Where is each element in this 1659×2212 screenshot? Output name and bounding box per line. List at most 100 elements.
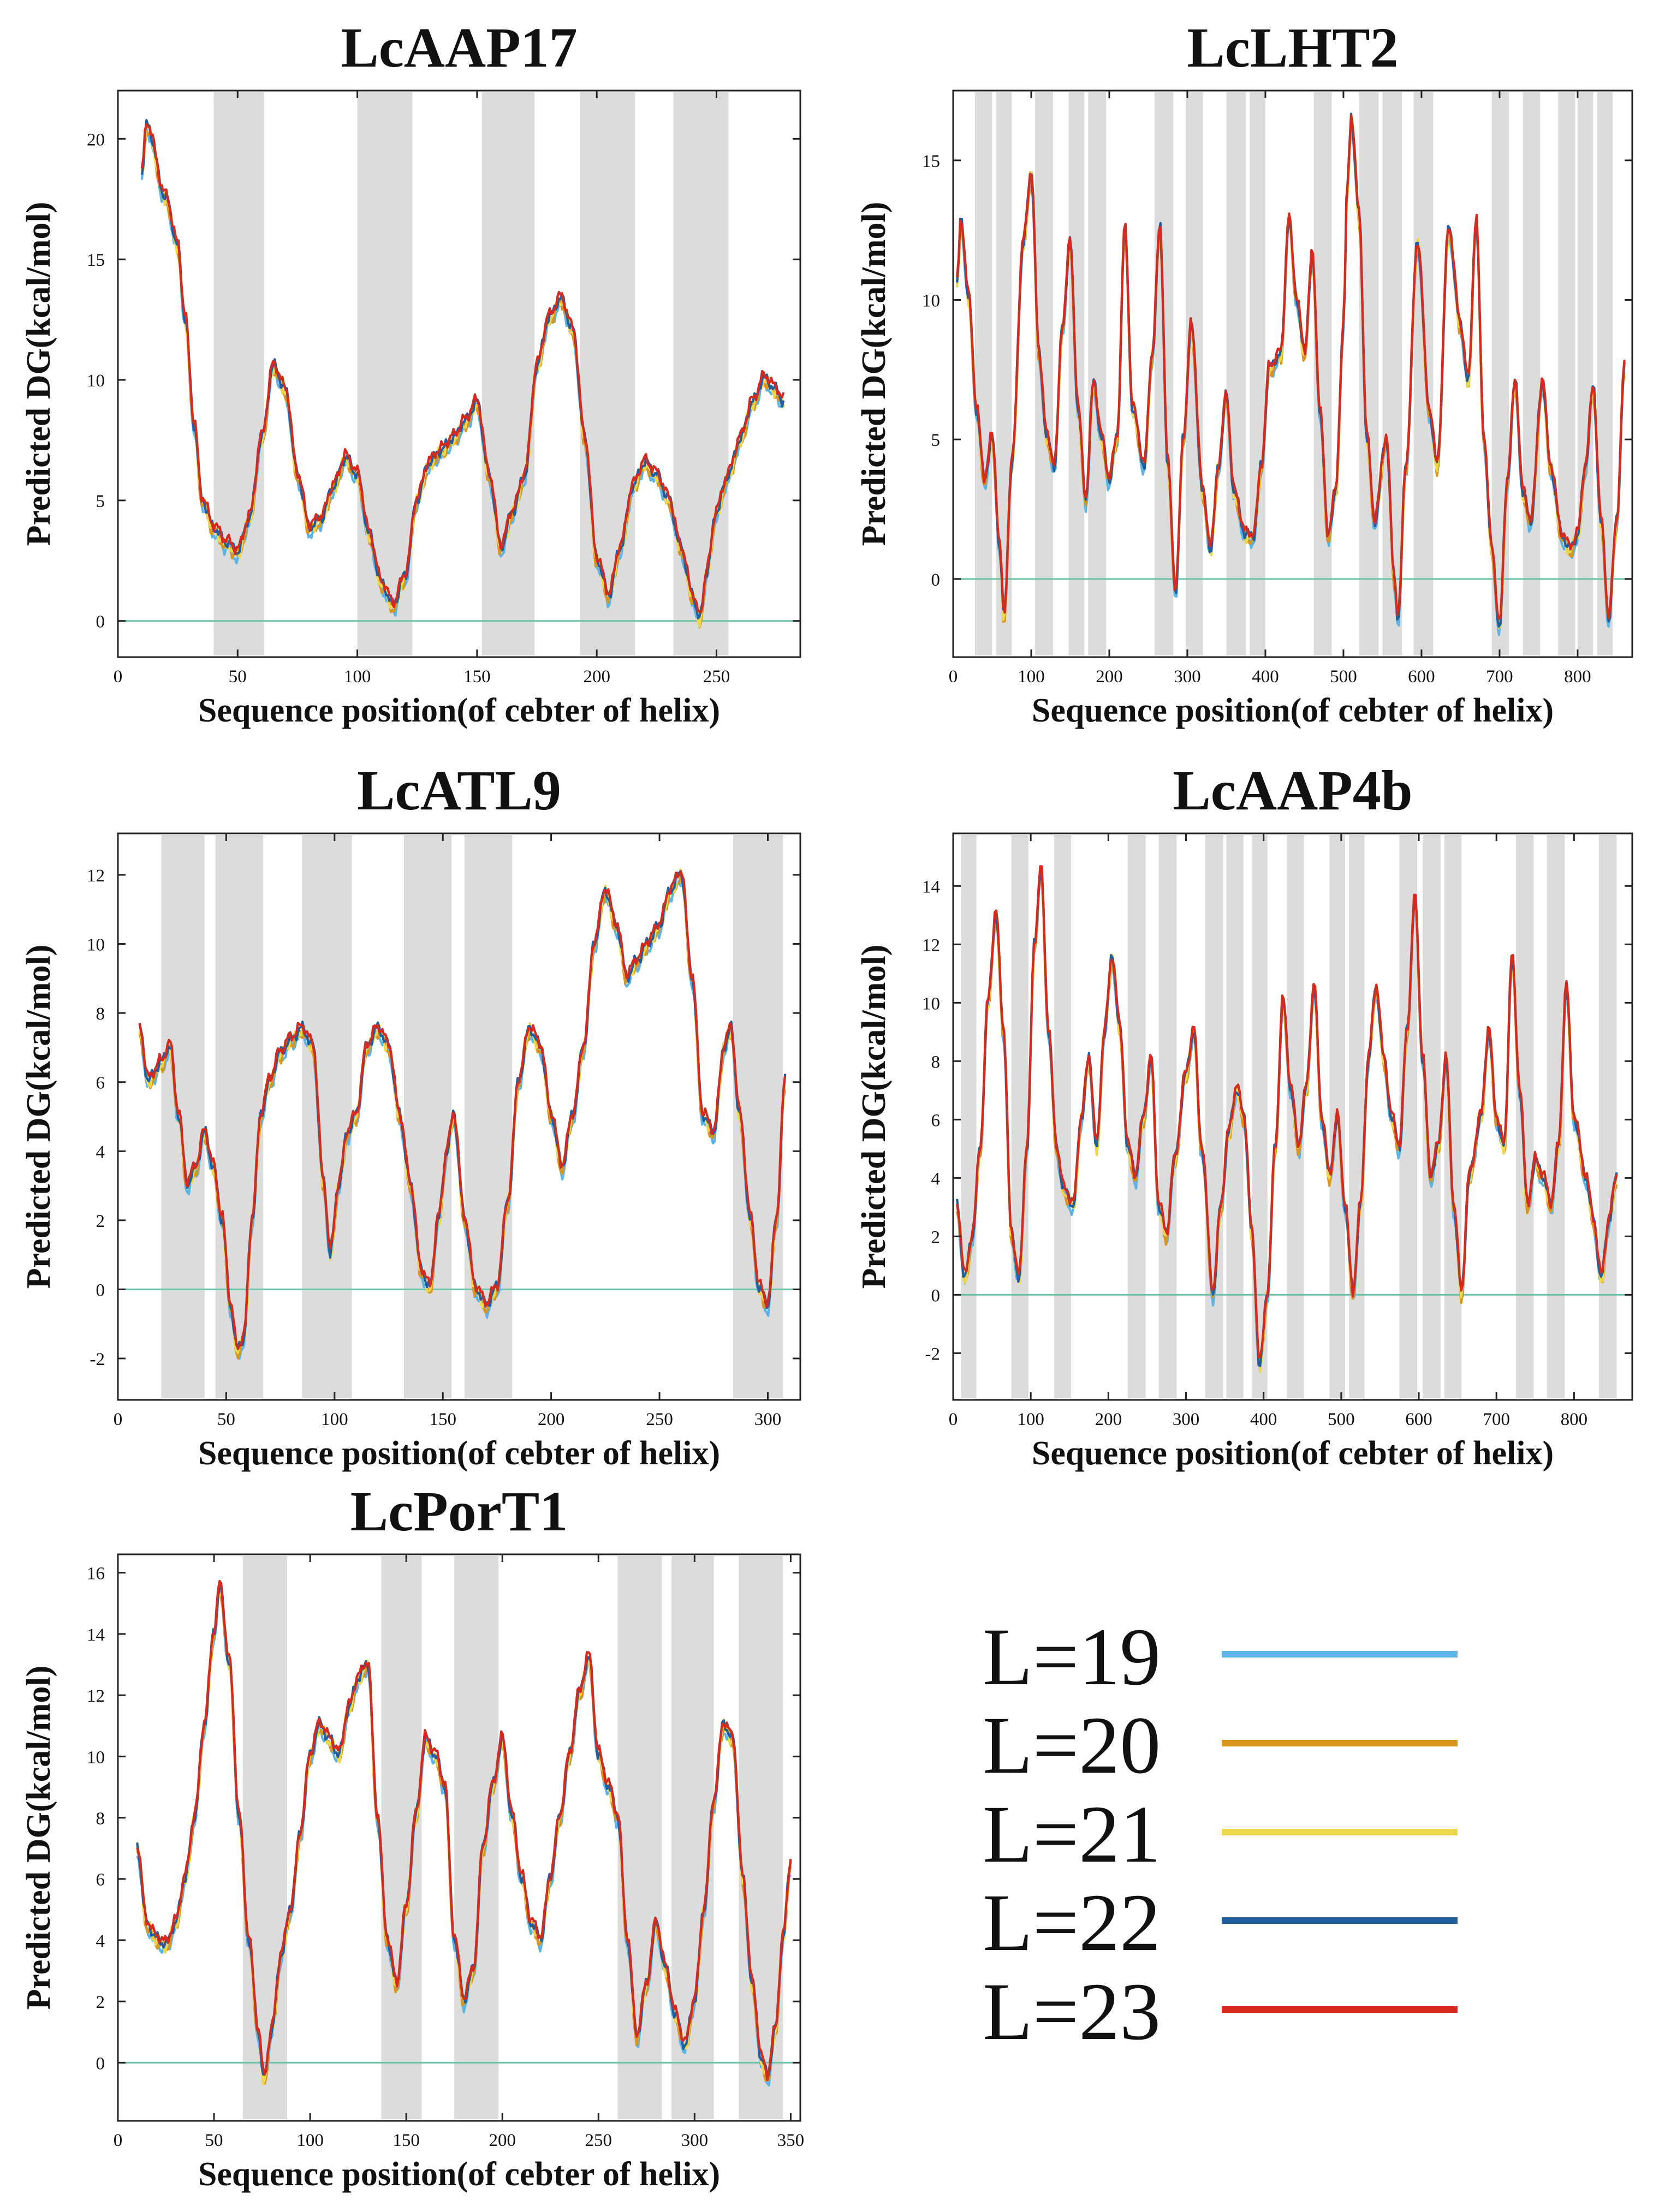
chart-panel-lcport1: 0 50 100 150 200 250 300 350 0 2 4 6 8 10 12 14 16 LcPorT…: [20, 1480, 804, 2193]
y-tick-label: 10: [87, 1748, 105, 1767]
y-tick-label: -2: [90, 1350, 105, 1369]
shaded-band-14: [1515, 835, 1534, 1398]
x-axis-label: Sequence position(of cebter of helix): [198, 2156, 720, 2193]
y-tick-label: 12: [87, 866, 105, 886]
x-tick-label: 200: [583, 667, 610, 687]
x-axis-label: Sequence position(of cebter of helix): [198, 1435, 720, 1472]
shaded-band-0: [961, 835, 977, 1398]
legend-label-l22: L=22: [983, 1877, 1161, 1968]
series-group: [140, 119, 785, 629]
shaded-band-14: [1523, 92, 1541, 655]
x-tick-label: 200: [489, 2131, 516, 2150]
y-tick-label: 10: [922, 291, 940, 311]
x-tick-label: 200: [1096, 667, 1123, 687]
chart-panel-lclht2: 0 100 200 300 400 500 600 700 800 0 5 10 15 LcLHT2 Seq…: [855, 16, 1633, 729]
y-tick-label: 4: [96, 1931, 105, 1951]
y-axis-label: Predicted DG(kcal/mol): [20, 1666, 57, 2010]
y-tick-label: 0: [96, 612, 105, 632]
x-tick-label: 600: [1405, 1410, 1432, 1429]
x-tick-label: 800: [1561, 1410, 1588, 1429]
x-tick-label: 150: [463, 667, 491, 687]
series-group: [956, 112, 1626, 636]
series-line-l23: [138, 871, 787, 1350]
series-line-l23: [956, 865, 1618, 1359]
x-tick-label: 800: [1564, 667, 1591, 687]
x-tick-label: 700: [1483, 1410, 1510, 1429]
x-tick-label: 150: [429, 1410, 456, 1429]
legend-label-l19: L=19: [983, 1612, 1161, 1702]
y-tick-label: 0: [96, 1280, 105, 1300]
chart-panel-lcaap4b: 0 100 200 300 400 500 600 700 800 -2 0 2 4 6 8 10 12 14 Lc…: [855, 759, 1633, 1472]
shaded-band-0: [213, 92, 264, 655]
y-axis-label: Predicted DG(kcal/mol): [855, 202, 893, 546]
shaded-band-0: [161, 835, 205, 1398]
x-tick-label: 100: [321, 1410, 348, 1429]
shaded-band-2: [1054, 835, 1072, 1398]
x-tick-label: 500: [1328, 1410, 1355, 1429]
y-tick-label: 10: [87, 935, 105, 955]
x-tick-label: 100: [344, 667, 371, 687]
y-tick-label: 2: [96, 1993, 105, 2012]
y-tick-label: 6: [96, 1870, 105, 1890]
x-tick-label: 100: [1017, 1410, 1044, 1429]
y-tick-label: 10: [87, 371, 105, 391]
y-tick-label: 12: [87, 1686, 105, 1706]
y-axis-label: Predicted DG(kcal/mol): [20, 945, 57, 1289]
x-tick-label: 200: [1095, 1410, 1122, 1429]
x-tick-label: 350: [777, 2131, 805, 2150]
shaded-band-1: [996, 92, 1012, 655]
x-tick-label: 50: [229, 667, 247, 687]
shaded-band-15: [1558, 92, 1575, 655]
legend-label-l21: L=21: [983, 1789, 1161, 1880]
plot-frame: [952, 832, 1633, 1401]
shaded-band-3: [403, 835, 452, 1398]
shaded-band-10: [1349, 835, 1365, 1398]
y-tick-label: 20: [87, 130, 105, 150]
x-axis-label: Sequence position(of cebter of helix): [1032, 1435, 1554, 1472]
shaded-band-13: [1444, 835, 1462, 1398]
x-tick-label: 300: [681, 2131, 709, 2150]
y-tick-label: 6: [96, 1074, 105, 1093]
shaded-band-1: [381, 1556, 422, 2119]
y-tick-label: 2: [931, 1227, 941, 1247]
chart-title: LcAAP4b: [1173, 759, 1412, 822]
plot-frame: [117, 832, 801, 1401]
shaded-band-10: [1359, 92, 1379, 655]
chart-title: LcATL9: [357, 759, 561, 822]
shaded-band-7: [1226, 92, 1246, 655]
y-tick-label: -2: [925, 1344, 941, 1364]
x-tick-label: 0: [114, 1410, 123, 1429]
y-tick-label: 0: [931, 1286, 941, 1305]
shaded-band-1: [1011, 835, 1028, 1398]
chart-title: LcPorT1: [350, 1480, 568, 1543]
shaded-band-4: [1158, 835, 1177, 1398]
x-tick-label: 0: [949, 1410, 958, 1429]
y-tick-label: 0: [931, 570, 941, 590]
y-axis-label: Predicted DG(kcal/mol): [20, 202, 57, 546]
y-tick-label: 12: [922, 935, 940, 955]
x-tick-label: 250: [703, 667, 730, 687]
shaded-band-0: [975, 92, 992, 655]
chart-panel-lcaap17: 0 50 100 150 200 250 0 5 10 15 20 LcAAP17 Sequence p…: [20, 16, 801, 729]
series-group: [136, 1579, 792, 2087]
y-tick-label: 14: [922, 877, 940, 897]
x-tick-label: 700: [1486, 667, 1513, 687]
x-tick-label: 400: [1252, 667, 1279, 687]
y-tick-label: 8: [931, 1052, 941, 1072]
x-tick-label: 300: [1174, 667, 1201, 687]
x-tick-label: 250: [646, 1410, 673, 1429]
shaded-band-3: [580, 92, 635, 655]
y-axis-label: Predicted DG(kcal/mol): [855, 945, 893, 1289]
legend: L=19 L=20 L=21 L=22 L=23: [983, 1612, 1458, 2057]
x-axis-label: Sequence position(of cebter of helix): [1032, 692, 1554, 729]
y-tick-label: 5: [96, 492, 105, 511]
shaded-band-2: [481, 92, 535, 655]
shaded-band-0: [242, 1556, 287, 2119]
x-tick-label: 100: [296, 2131, 324, 2150]
shaded-band-1: [357, 92, 413, 655]
series-group: [138, 868, 787, 1360]
legend-label-l20: L=20: [983, 1700, 1161, 1791]
x-tick-label: 100: [1018, 667, 1045, 687]
plot-frame: [117, 1553, 801, 2122]
